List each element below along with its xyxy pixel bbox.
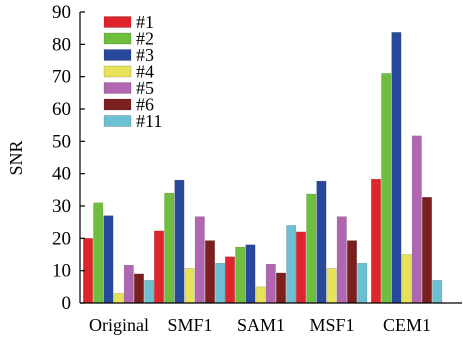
x-category-labels: Original SMF1 SAM1 MSF1 CEM1: [89, 315, 431, 335]
bar-cem1-s1: [371, 178, 381, 304]
legend-swatch: [103, 82, 132, 94]
bar-original-s4: [113, 293, 124, 304]
x-category-label: MSF1: [309, 315, 354, 335]
y-ticks: 0 10 20 30 40 50 60 70 80 90: [52, 2, 85, 314]
bars-layer: [83, 32, 443, 304]
x-category-label: SMF1: [167, 315, 212, 335]
legend-label: #2: [136, 29, 154, 49]
y-tick-label: 0: [62, 293, 72, 314]
bar-smf1-s3: [174, 179, 185, 304]
bar-cem1-s4: [401, 254, 412, 304]
bar-original-s11: [144, 280, 155, 304]
bar-msf1-s2: [306, 193, 317, 304]
legend-swatch: [103, 98, 132, 111]
y-tick-label: 10: [52, 261, 71, 282]
x-category-label: SAM1: [237, 315, 285, 335]
y-tick-label: 30: [52, 196, 71, 217]
bar-smf1-s1: [154, 230, 164, 304]
y-tick-label: 50: [52, 131, 71, 152]
bar-msf1-s5: [336, 216, 347, 304]
bar-msf1-s3: [316, 180, 327, 304]
bar-sam1-s5: [265, 263, 276, 304]
axes-layer: [79, 12, 462, 304]
bar-sam1-s11: [286, 225, 297, 304]
bar-cem1-s11: [432, 280, 443, 304]
legend-label: #3: [136, 45, 154, 65]
y-axis-label: SNR: [6, 140, 26, 175]
legend: #1#2#3#4#5#6#11: [103, 12, 162, 131]
legend-swatch: [103, 115, 132, 127]
bar-msf1-s11: [357, 262, 368, 304]
bar-msf1-s6: [347, 240, 357, 304]
legend-label: #6: [136, 95, 154, 115]
legend-swatch: [103, 65, 132, 78]
legend-label: #1: [136, 12, 154, 32]
bar-original-s2: [93, 202, 104, 304]
bar-smf1-s2: [164, 192, 175, 304]
y-tick-label: 90: [52, 2, 71, 23]
bar-original-s6: [134, 273, 144, 304]
bar-msf1-s1: [296, 231, 306, 304]
legend-label: #4: [136, 62, 154, 82]
x-category-label: Original: [89, 315, 149, 335]
bar-smf1-s5: [194, 216, 205, 304]
bar-original-s3: [103, 215, 114, 304]
legend-swatch: [103, 49, 132, 61]
legend-swatch: [103, 32, 132, 45]
y-tick-label: 40: [52, 164, 71, 185]
legend-swatch: [103, 16, 132, 28]
bar-sam1-s3: [245, 244, 256, 304]
y-tick-label: 80: [52, 34, 71, 55]
bar-original-s5: [123, 264, 134, 304]
bar-sam1-s1: [225, 256, 235, 304]
bar-smf1-s11: [215, 262, 226, 304]
legend-label: #5: [136, 78, 154, 98]
legend-label: #11: [136, 111, 162, 131]
bar-cem1-s6: [422, 197, 432, 304]
bar-cem1-s5: [411, 135, 422, 304]
bar-smf1-s6: [205, 240, 215, 304]
x-category-label: CEM1: [383, 315, 431, 335]
bar-smf1-s4: [184, 268, 195, 304]
bar-msf1-s4: [326, 268, 337, 304]
y-tick-label: 70: [52, 67, 71, 88]
bar-sam1-s2: [235, 246, 246, 304]
y-tick-label: 60: [52, 99, 71, 120]
bar-sam1-s6: [276, 272, 286, 304]
bar-sam1-s4: [255, 286, 266, 304]
bar-cem1-s3: [391, 32, 402, 304]
y-tick-label: 20: [52, 228, 71, 249]
bar-cem1-s2: [381, 73, 392, 304]
